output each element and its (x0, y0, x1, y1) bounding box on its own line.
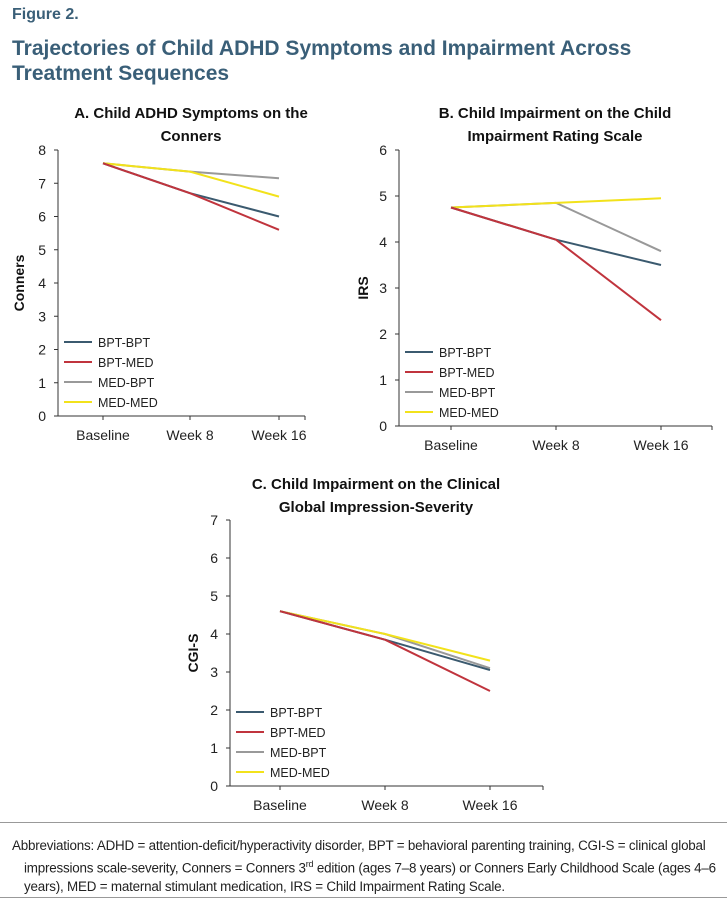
chart-2-x-tick-label: Baseline (253, 797, 307, 813)
figure-label: Figure 2. (12, 6, 79, 23)
chart-0-legend-label-bpt-med: BPT-MED (98, 356, 154, 370)
chart-0-x-tick-label: Week 16 (252, 427, 307, 443)
footer-divider (0, 822, 727, 823)
chart-0-y-tick-label: 7 (38, 175, 46, 191)
chart-0-legend-label-med-bpt: MED-BPT (98, 376, 155, 390)
chart-0-y-tick-label: 1 (38, 375, 46, 391)
chart-1-y-axis-label: IRS (355, 276, 371, 299)
abbreviations-text-1: Abbreviations: ADHD = attention-deficit/… (12, 838, 706, 876)
abbreviations-note: Abbreviations: ADHD = attention-deficit/… (12, 836, 727, 896)
chart-2-y-tick-label: 7 (210, 512, 218, 528)
chart-0-x-tick-label: Baseline (76, 427, 130, 443)
chart-2-x-tick-label: Week 8 (361, 797, 408, 813)
chart-1-legend-label-med-med: MED-MED (439, 406, 499, 420)
chart-0-title-line-1: Conners (161, 128, 222, 145)
chart-2-y-tick-label: 0 (210, 778, 218, 794)
chart-2-y-tick-label: 6 (210, 550, 218, 566)
chart-1-title-line-0: B. Child Impairment on the Child (439, 105, 672, 122)
chart-2-legend-label-bpt-bpt: BPT-BPT (270, 706, 322, 720)
chart-1-series-bpt-med (450, 206, 662, 321)
chart-1-legend-label-med-bpt: MED-BPT (439, 386, 496, 400)
chart-0-y-tick-label: 6 (38, 209, 46, 225)
chart-0-y-tick-label: 0 (38, 408, 46, 424)
abbreviations-superscript: rd (305, 859, 314, 869)
chart-2-x-tick-label: Week 16 (463, 797, 518, 813)
chart-0-y-tick-label: 3 (38, 308, 46, 324)
chart-2-y-tick-label: 5 (210, 588, 218, 604)
abbreviations-text-2: edition (ages 7–8 years) or Conners Earl… (24, 860, 716, 895)
chart-0-title-line-0: A. Child ADHD Symptoms on the (74, 105, 308, 122)
chart-0-y-axis-label: Conners (11, 254, 27, 311)
chart-0-y-tick-label: 4 (38, 275, 46, 291)
chart-0-series-bpt-med (102, 162, 280, 231)
chart-0-y-tick-label: 5 (38, 242, 46, 258)
chart-1-series-med-med (450, 197, 662, 209)
chart-1-y-tick-label: 0 (379, 418, 387, 434)
chart-1-x-tick-label: Week 8 (532, 437, 579, 453)
chart-1-series-med-bpt (450, 201, 662, 253)
chart-1-y-tick-label: 4 (379, 234, 387, 250)
chart-2-y-tick-label: 2 (210, 702, 218, 718)
footer-bottom-divider (0, 897, 727, 898)
chart-0-series-med-med (102, 162, 280, 198)
chart-2-title-line-1: Global Impression-Severity (279, 499, 474, 516)
chart-1-y-tick-label: 1 (379, 372, 387, 388)
chart-0-legend-label-med-med: MED-MED (98, 396, 158, 410)
chart-0-y-tick-label: 2 (38, 342, 46, 358)
chart-1-y-tick-label: 2 (379, 326, 387, 342)
chart-1-y-tick-label: 3 (379, 280, 387, 296)
chart-2-legend-label-bpt-med: BPT-MED (270, 726, 326, 740)
chart-1-legend-label-bpt-med: BPT-MED (439, 366, 495, 380)
chart-2-legend-label-med-bpt: MED-BPT (270, 746, 327, 760)
chart-1-x-tick-label: Baseline (424, 437, 478, 453)
chart-2-title-line-0: C. Child Impairment on the Clinical (252, 476, 500, 493)
chart-1-legend-label-bpt-bpt: BPT-BPT (439, 346, 491, 360)
chart-2-legend-label-med-med: MED-MED (270, 766, 330, 780)
chart-0-x-tick-label: Week 8 (166, 427, 213, 443)
chart-1-title-line-1: Impairment Rating Scale (467, 128, 642, 145)
chart-2-y-tick-label: 4 (210, 626, 218, 642)
chart-1-x-tick-label: Week 16 (634, 437, 689, 453)
chart-1-y-tick-label: 5 (379, 188, 387, 204)
chart-1-y-tick-label: 6 (379, 142, 387, 158)
chart-2-y-axis-label: CGI-S (185, 634, 201, 673)
chart-0-y-tick-label: 8 (38, 142, 46, 158)
chart-2-series-bpt-med (279, 610, 491, 692)
chart-2-series-med-med (279, 610, 491, 662)
chart-0-legend-label-bpt-bpt: BPT-BPT (98, 336, 150, 350)
figure-title: Trajectories of Child ADHD Symptoms and … (12, 37, 632, 85)
chart-2-y-tick-label: 3 (210, 664, 218, 680)
chart-2-y-tick-label: 1 (210, 740, 218, 756)
